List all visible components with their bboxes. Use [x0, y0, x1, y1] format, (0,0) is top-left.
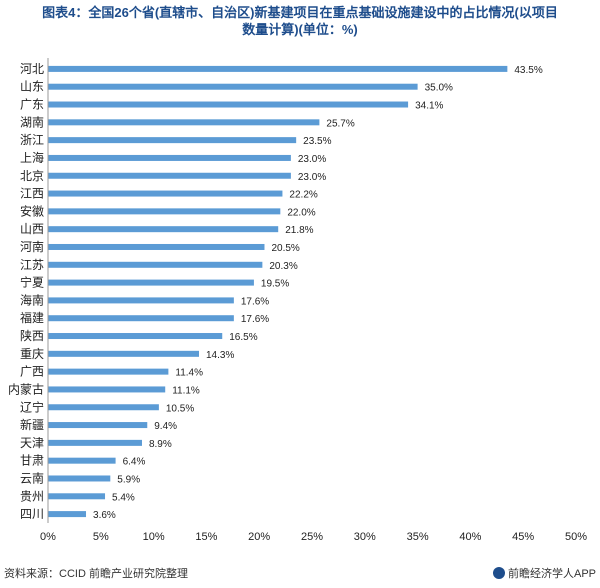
x-tick-label: 25% — [301, 531, 323, 543]
category-label: 浙江 — [20, 133, 44, 147]
value-label: 21.8% — [285, 225, 313, 236]
category-label: 湖南 — [20, 114, 44, 129]
chart-title-line1: 图表4：全国26个省(直辖市、自治区)新基建项目在重点基础设施建设中的占比情况(… — [42, 5, 558, 20]
bar-chart: 河北 43.5% 山东 35.0% 广东 34.1% 湖南 25.7% 浙江 23.5% 上海 23.… — [8, 58, 587, 543]
bar — [48, 83, 418, 90]
value-label: 25.7% — [326, 118, 354, 129]
bar — [48, 279, 254, 286]
value-label: 23.0% — [298, 172, 326, 183]
value-label: 19.5% — [261, 279, 289, 290]
value-label: 5.4% — [112, 492, 135, 503]
value-label: 9.4% — [154, 421, 177, 432]
x-tick-label: 35% — [407, 531, 429, 543]
x-tick-label: 20% — [248, 531, 270, 543]
category-label: 北京 — [20, 169, 44, 183]
x-tick-label: 15% — [195, 531, 217, 543]
category-label: 宁夏 — [20, 275, 44, 290]
bar — [48, 315, 234, 322]
category-label: 贵州 — [20, 489, 44, 503]
bar — [48, 297, 234, 304]
bar — [48, 65, 508, 72]
x-tick-label: 0% — [40, 531, 56, 543]
bar — [48, 119, 320, 126]
category-label: 广东 — [20, 98, 44, 112]
bar — [48, 386, 166, 393]
value-label: 11.1% — [172, 385, 200, 396]
value-label: 22.2% — [289, 190, 317, 201]
bar — [48, 172, 291, 179]
category-label: 云南 — [20, 470, 44, 485]
category-label: 河北 — [20, 62, 44, 76]
category-label: 海南 — [20, 292, 44, 307]
category-label: 新疆 — [20, 417, 44, 432]
bar — [48, 243, 265, 250]
category-label: 江西 — [20, 187, 44, 201]
value-label: 8.9% — [149, 439, 172, 450]
chart-title: 图表4：全国26个省(直辖市、自治区)新基建项目在重点基础设施建设中的占比情况(… — [4, 4, 596, 38]
value-label: 34.1% — [415, 101, 443, 112]
x-tick-label: 50% — [565, 531, 587, 543]
category-label: 山西 — [20, 222, 44, 236]
bar — [48, 439, 142, 446]
bar — [48, 475, 111, 482]
bar — [48, 333, 223, 340]
brand-credit: 前瞻经济学人APP — [492, 565, 596, 581]
bar — [48, 154, 291, 161]
category-label: 江苏 — [20, 258, 44, 272]
category-label: 甘肃 — [20, 454, 44, 468]
bar — [48, 350, 200, 357]
category-label: 广西 — [20, 365, 44, 379]
category-label: 陕西 — [20, 328, 44, 343]
value-label: 3.6% — [93, 510, 116, 521]
value-label: 23.5% — [303, 136, 331, 147]
value-label: 5.9% — [117, 474, 140, 485]
value-label: 43.5% — [514, 65, 542, 76]
x-tick-label: 5% — [93, 531, 109, 543]
category-label: 内蒙古 — [8, 381, 44, 396]
value-label: 6.4% — [123, 457, 146, 468]
x-tick-label: 40% — [459, 531, 481, 543]
bar — [48, 457, 116, 464]
bar — [48, 368, 169, 375]
bar — [48, 208, 281, 215]
x-tick-label: 10% — [143, 531, 165, 543]
bar — [48, 226, 279, 233]
bar — [48, 101, 409, 108]
category-label: 河南 — [20, 239, 44, 254]
value-label: 14.3% — [206, 350, 234, 361]
category-label: 山东 — [20, 80, 44, 94]
category-label: 福建 — [20, 310, 44, 325]
source-note: 资料来源：CCID 前瞻产业研究院整理 — [4, 568, 188, 580]
x-tick-label: 45% — [512, 531, 534, 543]
bar — [48, 137, 297, 144]
value-label: 11.4% — [175, 368, 203, 379]
category-label: 辽宁 — [20, 399, 44, 414]
category-label: 四川 — [20, 507, 44, 521]
bar — [48, 422, 148, 429]
bar — [48, 511, 87, 518]
brand-name: 前瞻经济学人APP — [507, 568, 596, 580]
bar — [48, 190, 283, 197]
category-label: 重庆 — [20, 347, 44, 361]
category-label: 上海 — [20, 150, 44, 165]
category-label: 安徽 — [20, 203, 44, 218]
bar — [48, 261, 263, 268]
value-label: 20.3% — [269, 261, 297, 272]
value-label: 23.0% — [298, 154, 326, 165]
brand-logo-icon — [492, 567, 505, 579]
value-label: 17.6% — [241, 314, 269, 325]
x-tick-label: 30% — [354, 531, 376, 543]
value-label: 20.5% — [271, 243, 299, 254]
category-label: 天津 — [20, 436, 44, 450]
value-label: 22.0% — [287, 207, 315, 218]
bar — [48, 404, 159, 411]
bar — [48, 493, 106, 500]
value-label: 17.6% — [241, 296, 269, 307]
chart-title-line2: 数量计算)(单位：%) — [242, 22, 358, 37]
value-label: 35.0% — [425, 83, 453, 94]
value-label: 10.5% — [166, 403, 194, 414]
value-label: 16.5% — [229, 332, 257, 343]
